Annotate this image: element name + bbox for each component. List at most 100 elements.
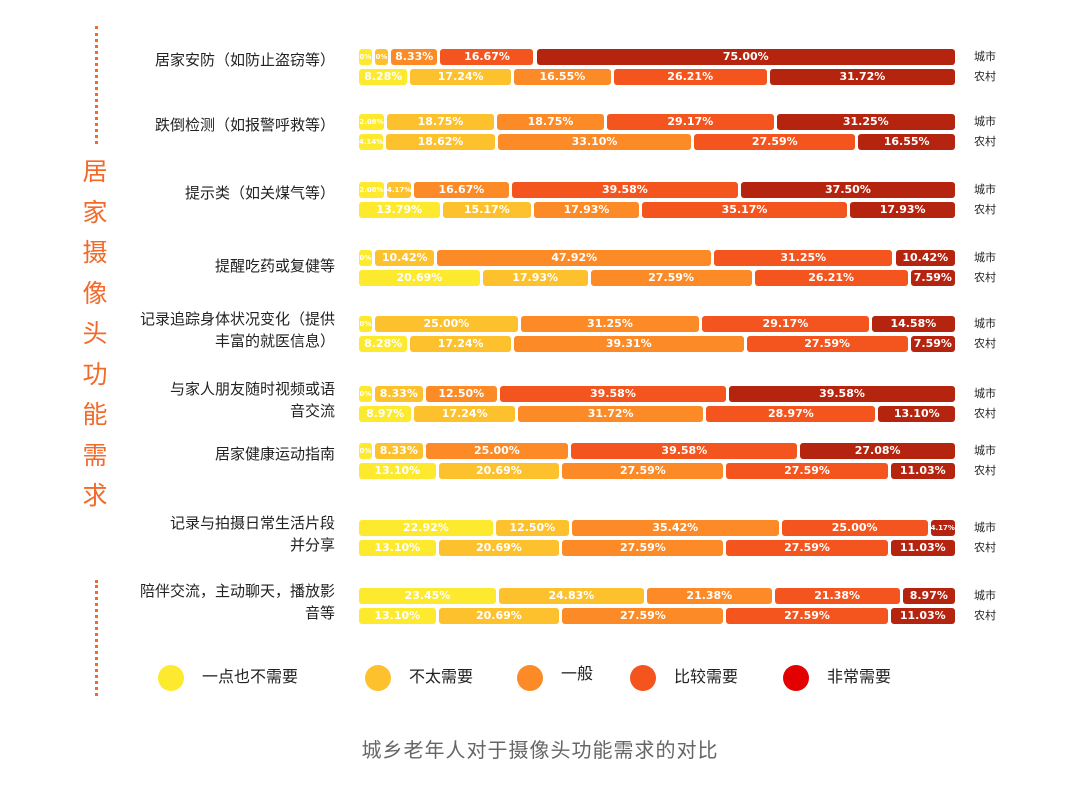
bar-segment: 31.72% xyxy=(518,406,704,422)
side-dotted-line-bottom xyxy=(95,580,98,696)
side-title-char: 摄 xyxy=(82,238,108,267)
bar-segment: 12.50% xyxy=(425,386,497,402)
bar-segment: 27.59% xyxy=(746,336,908,352)
bar-segment: 29.17% xyxy=(702,316,869,332)
bar-segment: 21.38% xyxy=(646,588,772,604)
bar-segment: 37.50% xyxy=(740,182,955,198)
bar-segment: 0% xyxy=(375,49,388,65)
bar-segment: 8.28% xyxy=(359,69,408,85)
category-label-line: 音等 xyxy=(304,604,335,622)
bar-segment: 0% xyxy=(359,49,372,65)
side-title-char: 像 xyxy=(82,278,108,308)
bar-segment: 11.03% xyxy=(890,463,955,479)
bar-segment: 4.17% xyxy=(930,520,955,536)
stacked-bar: 2.08% 4.17% 16.67% 39.58% 37.50% xyxy=(359,182,955,198)
side-title-char: 能 xyxy=(82,400,108,429)
bar-segment: 21.38% xyxy=(774,588,900,604)
category-label: 记录与拍摄日常生活片段并分享 xyxy=(110,512,335,556)
legend-swatch xyxy=(630,665,656,691)
bar-segment: 13.10% xyxy=(359,463,436,479)
bar-segment: 22.92% xyxy=(359,520,493,536)
stacked-bar: 8.28% 17.24% 39.31% 27.59% 7.59% xyxy=(359,336,955,352)
stacked-bar: 13.10% 20.69% 27.59% 27.59% 11.03% xyxy=(359,540,955,556)
legend-label: 一般 xyxy=(561,664,594,683)
category-label-line: 提醒吃药或复健等 xyxy=(214,257,335,275)
bar-segment: 29.17% xyxy=(607,114,774,130)
bar-segment: 10.42% xyxy=(895,250,955,266)
legend-label: 非常需要 xyxy=(827,667,892,686)
category-label: 记录追踪身体状况变化（提供丰富的就医信息） xyxy=(110,308,335,352)
bar-segment: 25.00% xyxy=(781,520,928,536)
category-label: 陪伴交流，主动聊天，播放影音等 xyxy=(110,580,335,624)
stacked-bar: 0% 25.00% 31.25% 29.17% 14.58% xyxy=(359,316,955,332)
side-title-char: 头 xyxy=(82,319,108,348)
stacked-bar: 13.10% 20.69% 27.59% 27.59% 11.03% xyxy=(359,463,955,479)
bar-segment: 31.25% xyxy=(714,250,893,266)
bar-segment: 7.59% xyxy=(910,336,955,352)
bar-segment: 31.25% xyxy=(776,114,955,130)
group-label: 城市 xyxy=(974,589,996,602)
bar-segment: 2.08% xyxy=(359,114,384,130)
group-label: 城市 xyxy=(974,50,996,63)
bar-segment: 27.59% xyxy=(590,270,752,286)
category-label-line: 丰富的就医信息） xyxy=(214,332,335,350)
bar-segment: 12.50% xyxy=(495,520,569,536)
bar-segment: 17.93% xyxy=(850,202,955,218)
stacked-bar: 2.08% 18.75% 18.75% 29.17% 31.25% xyxy=(359,114,955,130)
stacked-bar: 13.79% 15.17% 17.93% 35.17% 17.93% xyxy=(359,202,955,218)
bar-segment: 8.33% xyxy=(375,386,423,402)
bar-segment: 27.59% xyxy=(726,463,888,479)
category-label-line: 与家人朋友随时视频或语 xyxy=(169,380,335,398)
group-label: 城市 xyxy=(974,521,996,534)
category-label-line: 记录与拍摄日常生活片段 xyxy=(169,514,335,532)
bar-segment: 28.97% xyxy=(706,406,876,422)
bar-segment: 27.59% xyxy=(726,540,888,556)
group-label: 农村 xyxy=(974,464,996,477)
bar-segment: 47.92% xyxy=(437,250,712,266)
legend-swatch xyxy=(365,665,391,691)
bar-segment: 11.03% xyxy=(890,540,955,556)
category-label: 与家人朋友随时视频或语音交流 xyxy=(110,378,335,422)
bar-segment: 27.59% xyxy=(562,608,724,624)
group-label: 农村 xyxy=(974,407,996,420)
stacked-bar: 0% 0% 8.33% 16.67% 75.00% xyxy=(359,49,955,65)
legend-label: 不太需要 xyxy=(409,667,474,686)
bar-segment: 31.25% xyxy=(520,316,700,332)
stacked-bar: 22.92% 12.50% 35.42% 25.00% 4.17% xyxy=(359,520,955,536)
bar-segment: 39.58% xyxy=(728,386,955,402)
group-label: 城市 xyxy=(974,251,996,264)
bar-segment: 25.00% xyxy=(425,443,569,459)
stacked-bar: 8.97% 17.24% 31.72% 28.97% 13.10% xyxy=(359,406,955,422)
side-title-char: 功 xyxy=(82,359,108,389)
bar-segment: 13.10% xyxy=(359,608,436,624)
side-title-char: 求 xyxy=(82,481,108,510)
group-label: 农村 xyxy=(974,609,996,622)
bar-segment: 4.14% xyxy=(359,134,384,150)
bar-segment: 17.24% xyxy=(410,336,511,352)
bar-segment: 13.10% xyxy=(359,540,436,556)
group-label: 城市 xyxy=(974,317,996,330)
bar-segment: 16.67% xyxy=(413,182,509,198)
bar-segment: 27.59% xyxy=(562,540,724,556)
legend-swatch xyxy=(158,665,184,691)
category-label-line: 音交流 xyxy=(289,402,335,420)
bar-segment: 20.69% xyxy=(438,540,560,556)
bar-segment: 31.72% xyxy=(769,69,955,85)
category-label: 提醒吃药或复健等 xyxy=(110,255,335,277)
bar-segment: 27.59% xyxy=(726,608,888,624)
bar-segment: 18.75% xyxy=(497,114,605,130)
stacked-bar: 0% 8.33% 25.00% 39.58% 27.08% xyxy=(359,443,955,459)
bar-segment: 8.33% xyxy=(391,49,438,65)
category-label-line: 并分享 xyxy=(289,536,335,554)
category-label-line: 陪伴交流，主动聊天，播放影 xyxy=(139,582,335,600)
bar-segment: 26.21% xyxy=(754,270,908,286)
bar-segment: 8.33% xyxy=(375,443,423,459)
stacked-bar: 23.45% 24.83% 21.38% 21.38% 8.97% xyxy=(359,588,955,604)
category-label-line: 记录追踪身体状况变化（提供 xyxy=(139,310,335,328)
bar-segment: 39.58% xyxy=(511,182,738,198)
bar-segment: 35.17% xyxy=(641,202,848,218)
bar-segment: 20.69% xyxy=(438,463,560,479)
bar-segment: 35.42% xyxy=(571,520,779,536)
bar-segment: 14.58% xyxy=(871,316,955,332)
